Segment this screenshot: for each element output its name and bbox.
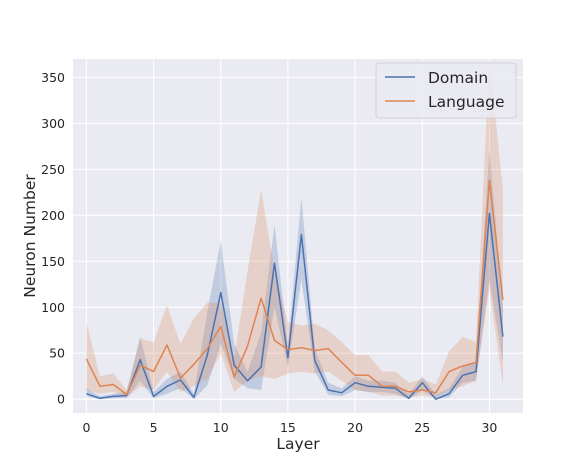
x-tick-label: 25 [414, 420, 430, 435]
y-tick-label: 200 [41, 208, 65, 223]
confidence-bands [86, 59, 503, 400]
legend-label-domain: Domain [428, 69, 488, 87]
band-language [86, 59, 503, 398]
legend: Domain Language [375, 62, 517, 119]
y-tick-labels: 0 50 100 150 200 250 300 350 [41, 70, 65, 407]
x-axis-label: Layer [276, 435, 320, 453]
y-axis-label: Neuron Number [21, 174, 39, 298]
x-tick-label: 10 [213, 420, 229, 435]
series-line-language [85, 179, 504, 396]
y-tick-label: 50 [49, 346, 65, 361]
y-tick-label: 100 [41, 300, 65, 315]
y-tick-label: 250 [41, 162, 65, 177]
x-tick-label: 30 [481, 420, 497, 435]
x-tick-label: 20 [347, 420, 363, 435]
y-tick-label: 300 [41, 116, 65, 131]
x-tick-labels: 0 5 10 15 20 25 30 [82, 420, 497, 435]
y-tick-label: 350 [41, 70, 65, 85]
series-lines [85, 179, 504, 400]
y-tick-label: 150 [41, 254, 65, 269]
x-tick-label: 15 [280, 420, 296, 435]
x-tick-label: 5 [150, 420, 158, 435]
y-tick-label: 0 [57, 392, 65, 407]
legend-label-language: Language [428, 93, 505, 111]
band-domain [86, 149, 503, 400]
series-line-domain [86, 212, 504, 400]
x-tick-label: 0 [82, 420, 90, 435]
